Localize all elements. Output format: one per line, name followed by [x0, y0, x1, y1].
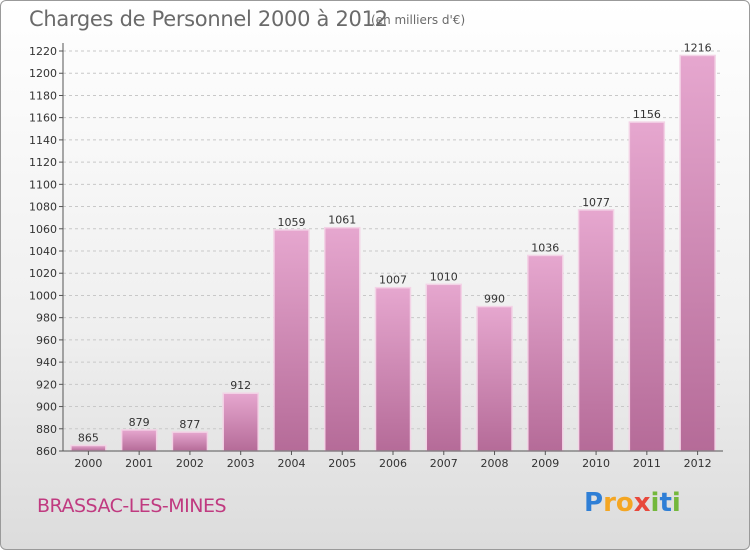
data-label-2010: 1077 [582, 196, 610, 209]
y-tick-label: 920 [36, 378, 57, 391]
data-label-2009: 1036 [531, 241, 559, 254]
x-tick-label: 2003 [227, 457, 255, 470]
chart-subtitle: (en milliers d'€) [371, 13, 466, 27]
data-label-2006: 1007 [379, 274, 407, 287]
y-tick-label: 960 [36, 334, 57, 347]
data-label-2007: 1010 [430, 270, 458, 283]
x-tick-label: 2001 [125, 457, 153, 470]
x-tick-label: 2000 [74, 457, 102, 470]
data-label-2003: 912 [230, 379, 251, 392]
y-tick-label: 1120 [29, 156, 57, 169]
data-label-2011: 1156 [633, 108, 661, 121]
commune-name: BRASSAC-LES-MINES [37, 495, 227, 517]
bar-2008 [476, 305, 513, 452]
y-tick-label: 940 [36, 356, 57, 369]
bar-2003 [222, 392, 259, 452]
y-tick-label: 880 [36, 423, 57, 436]
y-tick-label: 980 [36, 312, 57, 325]
data-label-2000: 865 [78, 431, 99, 444]
x-tick-label: 2011 [633, 457, 661, 470]
data-label-2012: 1216 [684, 41, 712, 54]
x-tick-label: 2010 [582, 457, 610, 470]
y-tick-label: 1140 [29, 134, 57, 147]
data-label-2002: 877 [179, 418, 200, 431]
bar-2010 [577, 209, 615, 452]
y-tick-label: 1180 [29, 89, 57, 102]
x-tick-label: 2004 [277, 457, 305, 470]
y-tick-label: 1020 [29, 267, 57, 280]
proxiti-logo: Proxiti [584, 488, 681, 518]
bar-2001 [120, 429, 158, 452]
y-tick-label: 1100 [29, 178, 57, 191]
bar-2004 [273, 229, 310, 452]
y-tick-label: 1160 [29, 112, 57, 125]
data-label-2005: 1061 [328, 214, 356, 227]
x-tick-label: 2007 [430, 457, 458, 470]
x-tick-label: 2008 [481, 457, 509, 470]
x-tick-label: 2012 [684, 457, 712, 470]
y-tick-label: 1040 [29, 245, 57, 258]
axes: 860 880 900 920 940 960 980 1000 1020 1040 1060 108… [29, 43, 723, 470]
x-tick-label: 2002 [176, 457, 204, 470]
x-tick-label: 2009 [531, 457, 559, 470]
y-tick-label: 1220 [29, 45, 57, 58]
bar-2000 [70, 444, 107, 452]
chart-title: Charges de Personnel 2000 à 2012 [29, 7, 388, 31]
y-tick-label: 1080 [29, 201, 57, 214]
bars [70, 54, 716, 452]
y-tick-label: 1000 [29, 289, 57, 302]
data-label-2001: 879 [129, 416, 150, 429]
bar-2012 [679, 54, 716, 452]
bar-2002 [171, 431, 209, 452]
x-tick-label: 2005 [328, 457, 356, 470]
y-tick-label: 1200 [29, 67, 57, 80]
data-labels: 865 879 877 912 1059 1061 1007 1010 990 1036 1077 1… [78, 41, 712, 444]
data-label-2004: 1059 [277, 216, 305, 229]
y-tick-label: 900 [36, 401, 57, 414]
bar-2011 [628, 121, 666, 452]
y-tick-label: 860 [36, 445, 57, 458]
bar-2005 [323, 226, 361, 452]
bar-2009 [527, 254, 564, 452]
bar-2006 [374, 286, 412, 452]
y-tick-label: 1060 [29, 223, 57, 236]
bar-2007 [425, 283, 463, 452]
x-tick-label: 2006 [379, 457, 407, 470]
data-label-2008: 990 [484, 293, 505, 306]
